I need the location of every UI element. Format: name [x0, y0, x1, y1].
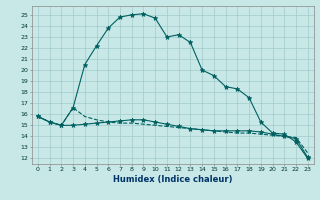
X-axis label: Humidex (Indice chaleur): Humidex (Indice chaleur) — [113, 175, 233, 184]
